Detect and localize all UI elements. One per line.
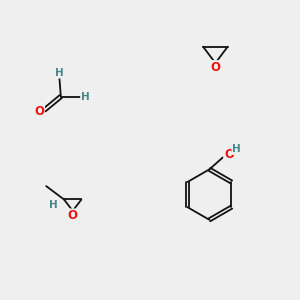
Text: H: H <box>55 68 64 78</box>
Text: O: O <box>68 209 78 222</box>
Text: O: O <box>224 148 234 161</box>
Text: H: H <box>232 144 241 154</box>
Text: O: O <box>34 105 44 118</box>
Text: H: H <box>81 92 90 101</box>
Text: O: O <box>210 61 220 74</box>
Text: H: H <box>49 200 58 210</box>
